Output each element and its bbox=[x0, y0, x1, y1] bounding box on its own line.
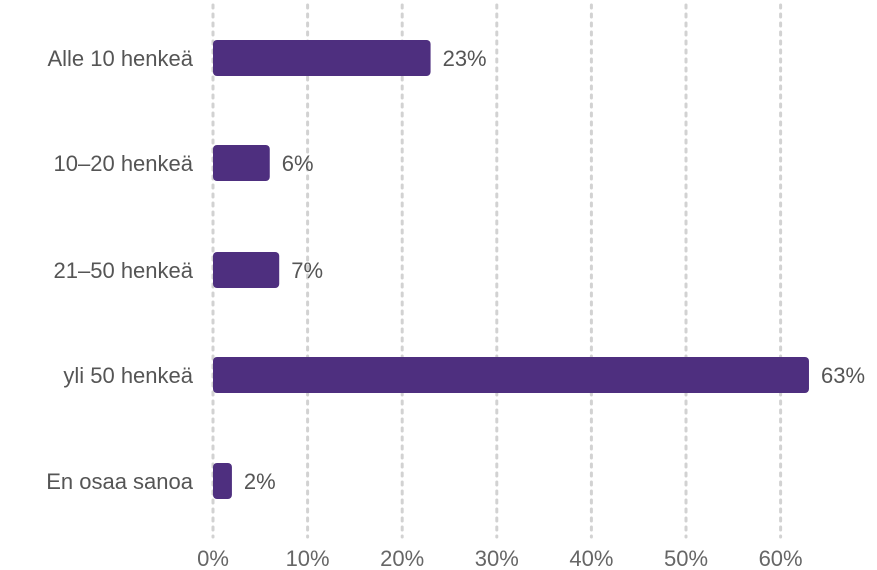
category-labels: Alle 10 henkeä 10–20 henkeä 21–50 henkeä yl… bbox=[46, 46, 194, 494]
bar bbox=[213, 252, 280, 288]
bars bbox=[213, 40, 809, 499]
bar bbox=[213, 40, 431, 76]
x-tick-label: 20% bbox=[380, 546, 424, 570]
x-tick-label: 30% bbox=[475, 546, 519, 570]
data-label: 63% bbox=[821, 363, 865, 388]
x-axis-ticks: 0% 10% 20% 30% 40% 50% 60% bbox=[197, 546, 803, 570]
x-tick-label: 60% bbox=[759, 546, 803, 570]
x-tick-label: 10% bbox=[286, 546, 330, 570]
x-tick-label: 40% bbox=[569, 546, 613, 570]
x-tick-label: 0% bbox=[197, 546, 229, 570]
value-labels: 23% 6% 7% 63% 2% bbox=[244, 46, 865, 494]
data-label: 23% bbox=[443, 46, 487, 71]
data-label: 6% bbox=[282, 151, 314, 176]
bar bbox=[213, 463, 232, 499]
gridlines bbox=[211, 3, 783, 539]
category-label: En osaa sanoa bbox=[46, 469, 194, 494]
x-tick-label: 50% bbox=[664, 546, 708, 570]
category-label: yli 50 henkeä bbox=[63, 363, 193, 388]
bar bbox=[213, 357, 809, 393]
data-label: 7% bbox=[291, 258, 323, 283]
bar bbox=[213, 145, 270, 181]
category-label: 21–50 henkeä bbox=[54, 258, 194, 283]
data-label: 2% bbox=[244, 469, 276, 494]
category-label: Alle 10 henkeä bbox=[47, 46, 193, 71]
category-label: 10–20 henkeä bbox=[54, 151, 194, 176]
